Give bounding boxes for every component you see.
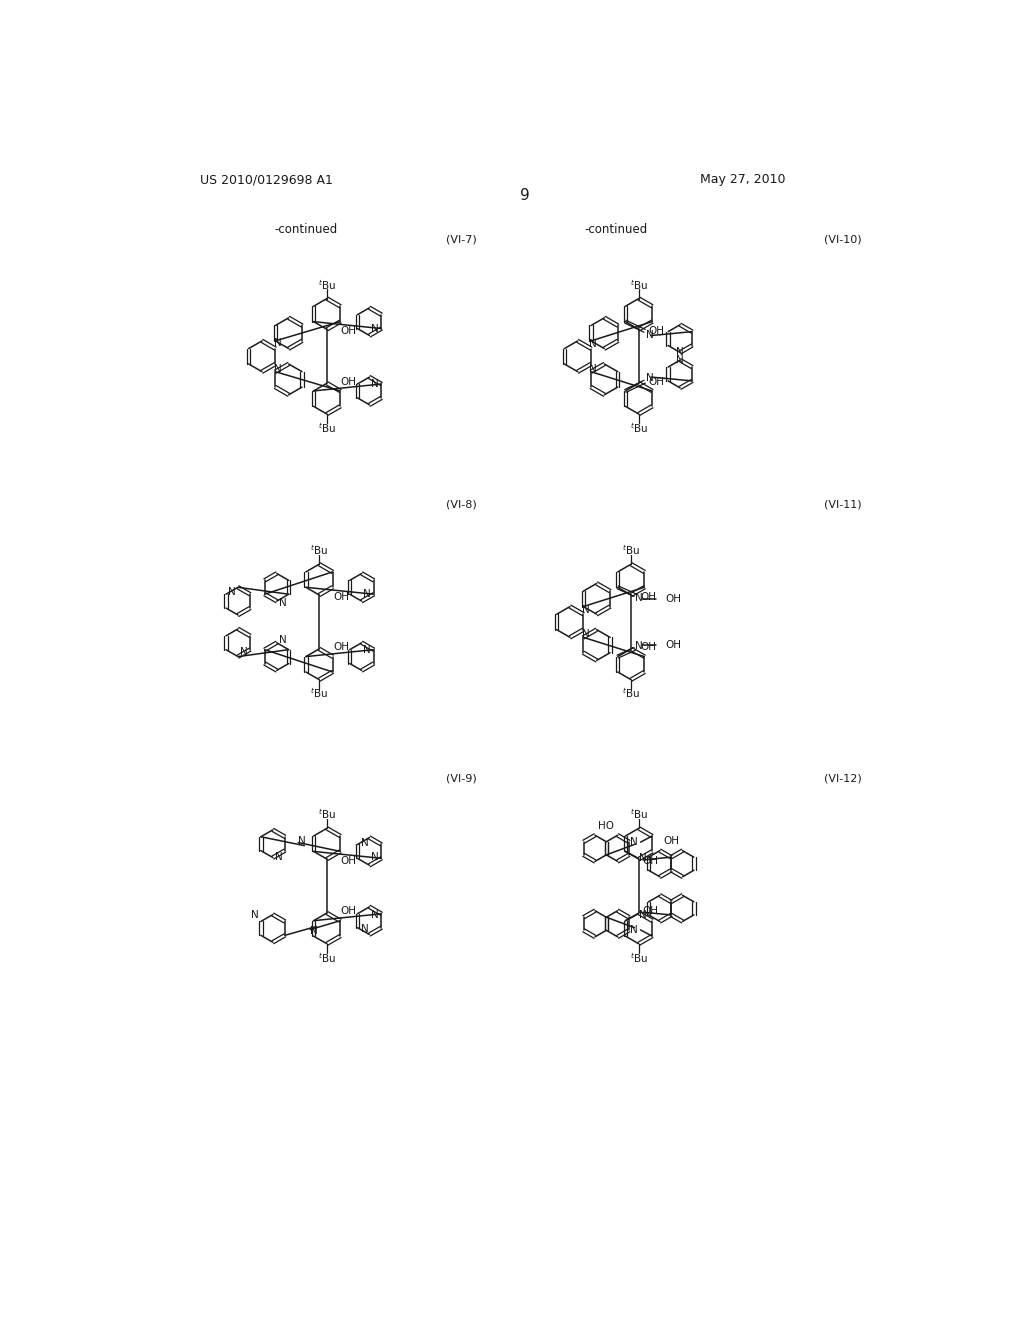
- Text: N: N: [646, 330, 654, 339]
- Text: -continued: -continued: [584, 223, 647, 236]
- Text: $^t$Bu: $^t$Bu: [630, 421, 648, 434]
- Text: OH: OH: [648, 326, 664, 335]
- Text: OH: OH: [666, 594, 681, 603]
- Text: N: N: [298, 836, 306, 846]
- Text: N: N: [676, 347, 684, 358]
- Text: OH: OH: [643, 855, 658, 866]
- Text: N: N: [639, 853, 647, 862]
- Text: $^t$Bu: $^t$Bu: [630, 950, 648, 965]
- Text: $^t$Bu: $^t$Bu: [310, 544, 329, 557]
- Text: N: N: [631, 925, 638, 935]
- Text: N: N: [590, 363, 597, 374]
- Text: $^t$Bu: $^t$Bu: [317, 950, 336, 965]
- Text: $^t$Bu: $^t$Bu: [630, 808, 648, 821]
- Text: N: N: [360, 924, 369, 935]
- Text: N: N: [273, 338, 282, 348]
- Text: HO: HO: [598, 821, 614, 832]
- Text: N: N: [590, 339, 597, 348]
- Text: N: N: [310, 927, 318, 936]
- Text: N: N: [228, 587, 237, 597]
- Text: N: N: [360, 838, 369, 847]
- Text: (VI-12): (VI-12): [823, 774, 861, 783]
- Text: (VI-10): (VI-10): [823, 234, 861, 244]
- Text: $^t$Bu: $^t$Bu: [622, 686, 640, 701]
- Text: OH: OH: [664, 837, 679, 846]
- Text: US 2010/0129698 A1: US 2010/0129698 A1: [200, 173, 333, 186]
- Text: OH: OH: [333, 643, 349, 652]
- Text: OH: OH: [341, 855, 356, 866]
- Text: N: N: [279, 635, 287, 645]
- Text: N: N: [646, 372, 654, 383]
- Text: OH: OH: [640, 591, 656, 602]
- Text: OH: OH: [341, 376, 356, 387]
- Text: $^t$Bu: $^t$Bu: [317, 277, 336, 292]
- Text: N: N: [639, 909, 647, 920]
- Text: OH: OH: [640, 643, 656, 652]
- Text: N: N: [371, 851, 378, 862]
- Text: N: N: [279, 598, 287, 609]
- Text: OH: OH: [333, 591, 349, 602]
- Text: N: N: [636, 593, 643, 603]
- Text: N: N: [371, 323, 378, 334]
- Text: N: N: [251, 911, 258, 920]
- Text: $^t$Bu: $^t$Bu: [317, 421, 336, 434]
- Text: OH: OH: [643, 907, 658, 916]
- Text: $^t$Bu: $^t$Bu: [630, 277, 648, 292]
- Text: N: N: [631, 837, 638, 847]
- Text: N: N: [371, 911, 378, 920]
- Text: N: N: [582, 630, 590, 639]
- Text: N: N: [274, 851, 283, 862]
- Text: (VI-7): (VI-7): [446, 234, 477, 244]
- Text: N: N: [582, 605, 590, 615]
- Text: N: N: [362, 589, 371, 599]
- Text: OH: OH: [648, 376, 664, 387]
- Text: N: N: [362, 644, 371, 655]
- Text: N: N: [240, 647, 248, 657]
- Text: N: N: [273, 364, 282, 375]
- Text: N: N: [636, 640, 643, 651]
- Text: May 27, 2010: May 27, 2010: [700, 173, 785, 186]
- Text: OH: OH: [666, 640, 681, 649]
- Text: N: N: [371, 379, 378, 389]
- Text: (VI-9): (VI-9): [446, 774, 477, 783]
- Text: -continued: -continued: [274, 223, 338, 236]
- Text: (VI-8): (VI-8): [446, 500, 477, 510]
- Text: $^t$Bu: $^t$Bu: [317, 808, 336, 821]
- Text: OH: OH: [341, 907, 356, 916]
- Text: N: N: [676, 355, 684, 366]
- Text: (VI-11): (VI-11): [823, 500, 861, 510]
- Text: $^t$Bu: $^t$Bu: [310, 686, 329, 701]
- Text: 9: 9: [520, 187, 529, 203]
- Text: OH: OH: [341, 326, 356, 335]
- Text: $^t$Bu: $^t$Bu: [622, 544, 640, 557]
